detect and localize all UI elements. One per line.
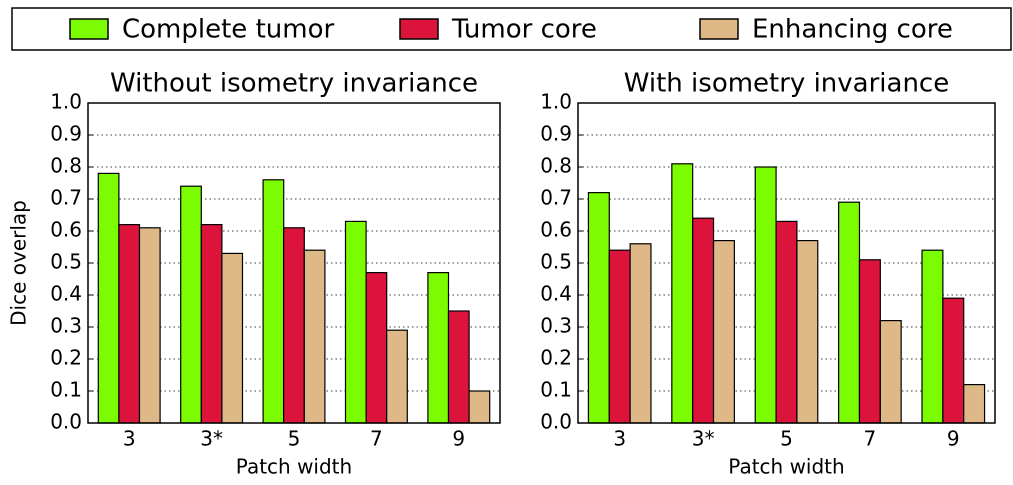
bar [775,220,798,424]
bar [963,384,986,424]
bar [427,272,450,424]
y-tick-label: 0.7 [50,186,82,210]
bar [138,227,161,424]
bar [344,220,367,424]
bar [365,272,388,424]
y-tick-label: 0.4 [540,282,572,306]
y-tick-label: 0.9 [540,122,572,146]
x-tick-label: 3* [692,427,715,451]
bar [671,163,694,424]
y-tick-label: 0.1 [540,378,572,402]
bar [386,329,408,424]
x-tick-label: 5 [288,427,301,451]
y-tick-label: 0.0 [50,410,82,434]
legend-box [11,7,1012,51]
y-tick-label: 0.9 [50,122,82,146]
bar [754,166,777,424]
bar [796,240,819,424]
bar [587,192,610,424]
y-tick-label: 0.6 [540,218,572,242]
x-tick-label: 5 [780,427,793,451]
bar [303,249,326,424]
bar [608,249,631,424]
x-tick-label: 7 [370,427,383,451]
y-tick-label: 0.4 [50,282,82,306]
bar [629,243,652,424]
bar [200,224,223,424]
x-axis-label: Patch width [236,455,352,479]
y-tick-label: 0.8 [540,154,572,178]
y-tick-label: 0.1 [50,378,82,402]
bar [221,252,244,424]
x-tick-label: 3 [613,427,626,451]
bar [447,310,470,424]
y-tick-label: 0.5 [540,250,572,274]
bar [118,224,141,424]
y-tick-label: 1.0 [50,90,82,114]
x-axis-label: Patch width [728,455,844,479]
bar [262,179,285,424]
bar [858,259,881,424]
x-tick-label: 9 [452,427,465,451]
x-tick-label: 9 [947,427,960,451]
legend-label: Enhancing core [752,15,953,45]
y-tick-label: 0.8 [50,154,82,178]
chart-title: With isometry invariance [624,69,949,99]
legend-swatch [699,18,739,40]
y-tick-label: 0.3 [540,314,572,338]
legend-label: Tumor core [451,15,597,45]
bar [712,240,735,424]
y-tick-label: 0.2 [540,346,572,370]
y-tick-label: 0.0 [540,410,572,434]
y-tick-label: 0.7 [540,186,572,210]
bar [879,320,902,424]
x-tick-label: 3* [200,427,223,451]
y-axis-label: Dice overlap [7,200,31,326]
bar [97,172,120,424]
bar [838,201,861,424]
bar [468,390,491,424]
bar [283,227,305,424]
y-tick-label: 0.6 [50,218,82,242]
chart-title: Without isometry invariance [110,69,478,99]
plot-frame [87,102,501,424]
x-tick-label: 3 [123,427,136,451]
bar [921,249,944,424]
legend-swatch [399,18,439,40]
y-tick-label: 0.3 [50,314,82,338]
bar [692,217,715,424]
y-tick-label: 1.0 [540,90,572,114]
legend-label: Complete tumor [122,15,334,45]
x-tick-label: 7 [864,427,877,451]
plot-frame [577,102,996,424]
y-tick-label: 0.2 [50,346,82,370]
bar [942,297,965,424]
legend-swatch [69,18,109,40]
y-tick-label: 0.5 [50,250,82,274]
bar [180,185,202,424]
